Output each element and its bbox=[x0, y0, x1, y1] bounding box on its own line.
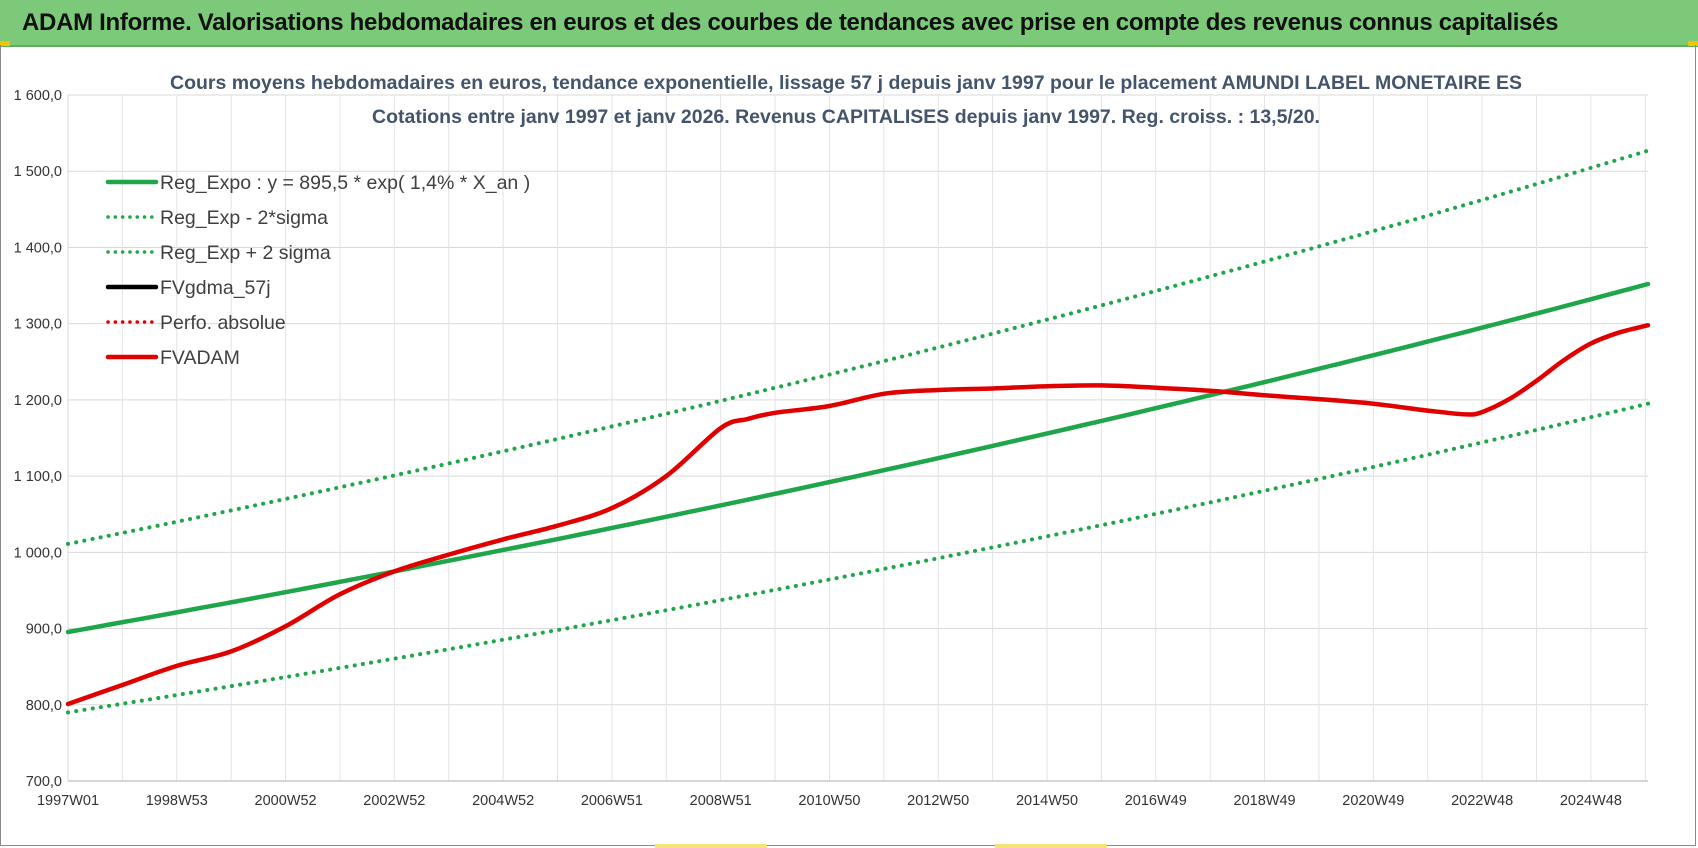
series-line-5 bbox=[65, 322, 1651, 707]
x-tick-label: 2000W52 bbox=[255, 793, 317, 809]
series-line-0 bbox=[65, 281, 1651, 635]
legend-label-2: Reg_Exp + 2 sigma bbox=[160, 242, 331, 264]
y-tick-label: 1 200,0 bbox=[14, 393, 62, 409]
x-tick-label: 2016W49 bbox=[1125, 793, 1187, 809]
x-tick-label: 2022W48 bbox=[1451, 793, 1513, 809]
axes: 700,0 800,0 900,0 1 000,0 1 100,0 1 200,0 1 30… bbox=[14, 88, 1648, 809]
y-tick-label: 1 600,0 bbox=[14, 88, 62, 104]
x-tick-label: 2012W50 bbox=[907, 793, 969, 809]
header-banner: ADAM Informe. Valorisations hebdomadaire… bbox=[0, 0, 1698, 47]
legend-label-0: Reg_Expo : y = 895,5 * exp( 1,4% * X_an … bbox=[160, 172, 530, 194]
x-tick-label: 2006W51 bbox=[581, 793, 643, 809]
y-tick-label: 800,0 bbox=[26, 698, 62, 714]
x-tick-label: 1997W01 bbox=[37, 793, 99, 809]
y-tick-label: 1 400,0 bbox=[14, 240, 62, 256]
series-line-2 bbox=[66, 148, 1650, 546]
x-tick-label: 1998W53 bbox=[146, 793, 208, 809]
series-lines bbox=[65, 148, 1651, 715]
y-tick-label: 1 000,0 bbox=[14, 545, 62, 561]
x-tick-label: 2004W52 bbox=[472, 793, 534, 809]
x-tick-label: 2020W49 bbox=[1342, 793, 1404, 809]
x-tick-label: 2014W50 bbox=[1016, 793, 1078, 809]
corner-marker-left bbox=[0, 41, 10, 46]
x-tick-label: 2008W51 bbox=[690, 793, 752, 809]
grid-lines bbox=[67, 94, 1648, 782]
y-tick-label: 900,0 bbox=[26, 622, 62, 638]
legend-label-3: FVgdma_57j bbox=[160, 277, 271, 299]
legend: Reg_Expo : y = 895,5 * exp( 1,4% * X_an … bbox=[105, 172, 530, 369]
legend-label-1: Reg_Exp - 2*sigma bbox=[160, 207, 328, 229]
x-tick-label: 2002W52 bbox=[363, 793, 425, 809]
y-tick-label: 1 300,0 bbox=[14, 317, 62, 333]
legend-label-4: Perfo. absolue bbox=[160, 312, 286, 334]
x-tick-label: 2024W48 bbox=[1560, 793, 1622, 809]
x-tick-label: 2010W50 bbox=[798, 793, 860, 809]
chart-title-line-1: Cours moyens hebdomadaires en euros, ten… bbox=[170, 72, 1522, 94]
corner-marker-right bbox=[1688, 41, 1698, 46]
chart-title-line-2: Cotations entre janv 1997 et janv 2026. … bbox=[372, 106, 1320, 128]
chart-frame bbox=[0, 45, 1696, 846]
series-line-1 bbox=[66, 401, 1650, 715]
x-tick-label: 2018W49 bbox=[1234, 793, 1296, 809]
page-title: ADAM Informe. Valorisations hebdomadaire… bbox=[22, 9, 1559, 36]
legend-label-5: FVADAM bbox=[160, 347, 240, 369]
bottom-strip-right bbox=[995, 844, 1107, 848]
y-tick-label: 700,0 bbox=[26, 774, 62, 790]
y-tick-label: 1 100,0 bbox=[14, 469, 62, 485]
y-tick-label: 1 500,0 bbox=[14, 164, 62, 180]
bottom-strip-left bbox=[655, 844, 767, 848]
